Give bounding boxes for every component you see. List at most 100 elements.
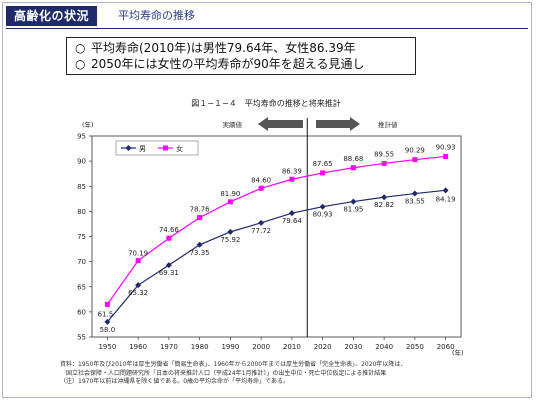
note-line: 国立社会保障・人口問題研究所「日本の将来推計人口（平成24年1月推計）」の出生中… <box>60 369 387 377</box>
female-data-label: 70.19 <box>128 250 148 258</box>
male-point <box>227 228 234 235</box>
y-tick-label: 70 <box>77 258 86 266</box>
male-point <box>442 187 449 194</box>
female-data-label: 81.90 <box>220 190 240 198</box>
male-point <box>104 318 111 325</box>
x-tick-label: 2060 <box>437 343 455 351</box>
actual-label: 実績値 <box>223 120 243 129</box>
female-data-label: 89.55 <box>374 150 394 158</box>
legend: 男 女 <box>115 140 199 156</box>
x-tick-label: 1950 <box>98 343 116 351</box>
female-data-label: 74.66 <box>159 226 180 234</box>
note-line: 資料：1950年及び2010年は厚生労働省「簡易生命表」、1960年から2000… <box>60 361 407 368</box>
male-data-label: 82.82 <box>374 201 394 209</box>
y-tick-label: 90 <box>77 158 86 166</box>
x-tick-label: 1960 <box>129 343 147 351</box>
plot-area: 55 60 65 70 75 80 85 90 95 1950 1960 1970 1980 1990 20… <box>77 118 462 351</box>
female-point <box>135 258 141 264</box>
section-subtitle: 平均寿命の推移 <box>118 9 195 22</box>
male-point <box>350 198 357 205</box>
y-axis-unit: (年) <box>82 120 94 129</box>
left-arrow-icon <box>258 117 303 131</box>
female-point <box>227 199 233 205</box>
female-point <box>412 157 418 163</box>
x-tick-label: 2020 <box>314 343 332 351</box>
female-point <box>104 301 110 307</box>
female-data-label: 78.76 <box>190 206 211 214</box>
male-point <box>319 203 326 210</box>
bullet-circle: ○ <box>75 41 86 55</box>
note-line: （注）1970年以前は沖縄県を除く値である。0歳の平均余命が「平均寿命」である。 <box>60 378 289 386</box>
male-data-label: 77.72 <box>251 227 271 235</box>
x-tick-label: 2030 <box>344 343 362 351</box>
y-tick-label: 80 <box>77 208 86 216</box>
male-point <box>288 210 295 217</box>
female-point <box>443 153 449 159</box>
right-arrow-icon <box>316 117 360 131</box>
header-divider <box>6 28 528 29</box>
estimate-arrow: 推計値 <box>316 117 398 131</box>
female-point <box>350 165 356 171</box>
male-point <box>135 282 142 289</box>
female-point <box>381 160 387 166</box>
legend-box <box>115 140 199 156</box>
female-point <box>289 176 295 182</box>
series-line-male <box>106 189 446 323</box>
summary-item: ○ 2050年には女性の平均寿命が90年を超える見通し <box>75 56 407 72</box>
y-tick-label: 60 <box>77 308 86 316</box>
actual-arrow: 実績値 <box>223 117 303 131</box>
y-tick-label: 75 <box>77 233 86 241</box>
figure-title: 図１−１−４ 平均寿命の推移と将来推計 <box>191 98 340 108</box>
series-line-female <box>106 155 446 305</box>
male-data-label: 79.64 <box>282 217 303 225</box>
legend-female-marker <box>163 145 168 151</box>
male-point <box>411 190 418 197</box>
female-data-label: 88.68 <box>343 155 363 163</box>
summary-text: 2050年には女性の平均寿命が90年を超える見通し <box>91 57 365 71</box>
estimate-label: 推計値 <box>378 120 398 129</box>
x-tick-label: 2010 <box>283 343 301 351</box>
y-tick-label: 95 <box>77 133 86 141</box>
male-data-label: 58.0 <box>100 326 116 334</box>
female-data-label: 87.65 <box>313 160 333 168</box>
male-data-label: 81.95 <box>343 206 363 214</box>
legend-male-label: 男 <box>139 145 146 153</box>
x-tick-label: 2000 <box>252 343 270 351</box>
male-data-label: 83.55 <box>405 198 425 206</box>
female-data-label: 84.60 <box>251 176 271 184</box>
female-point <box>197 215 203 221</box>
male-point <box>381 194 388 201</box>
male-data-label: 80.93 <box>313 211 333 219</box>
x-tick-label: 2050 <box>406 343 424 351</box>
legend-male-marker <box>125 145 132 151</box>
male-data-label: 75.92 <box>220 236 240 244</box>
slide-frame <box>2 2 532 398</box>
female-data-label: 86.39 <box>282 167 302 175</box>
female-data-label: 90.29 <box>405 147 425 155</box>
x-axis-unit: (年) <box>452 348 464 357</box>
male-point <box>165 262 172 269</box>
male-point <box>258 219 265 226</box>
notes: 資料：1950年及び2010年は厚生労働省「簡易生命表」、1960年から2000… <box>60 361 530 387</box>
x-tick-label: 2040 <box>375 343 393 351</box>
male-data-label: 65.32 <box>128 289 148 297</box>
summary-item: ○ 平均寿命(2010年)は男性79.64年、女性86.39年 <box>75 40 407 56</box>
female-data-label: 90.93 <box>436 143 456 151</box>
x-tick-label: 1980 <box>191 343 209 351</box>
legend-female-label: 女 <box>176 144 183 153</box>
y-tick-label: 55 <box>77 334 86 342</box>
bullet-circle: ○ <box>75 57 86 71</box>
female-point <box>320 170 326 176</box>
female-point <box>258 185 264 191</box>
summary-box: ○ 平均寿命(2010年)は男性79.64年、女性86.39年 ○ 2050年には女… <box>66 37 416 75</box>
summary-text: 平均寿命(2010年)は男性79.64年、女性86.39年 <box>91 41 356 55</box>
y-tick-label: 85 <box>77 183 86 191</box>
x-tick-label: 1990 <box>221 343 239 351</box>
plot-border <box>91 135 462 338</box>
section-title: 高齢化の状況 <box>6 6 98 26</box>
y-tick-label: 65 <box>77 283 86 291</box>
female-point <box>166 235 172 241</box>
male-point <box>196 241 203 248</box>
male-data-label: 84.19 <box>436 195 456 203</box>
